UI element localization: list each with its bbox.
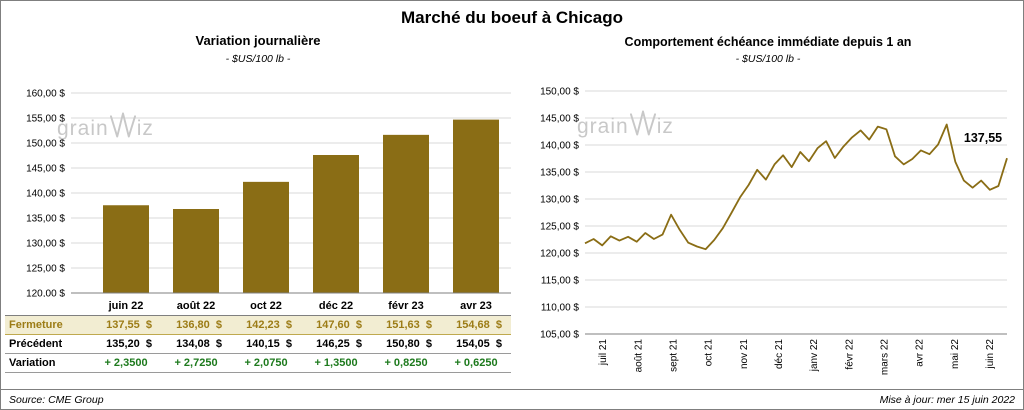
- bar-chart-subtitle: - $US/100 lb -: [225, 53, 291, 65]
- cell-value: 135,20 $: [91, 334, 161, 354]
- category-label: juin 22: [91, 297, 161, 316]
- category-label: févr 23: [371, 297, 441, 316]
- x-tick-label: mars 22: [879, 339, 890, 376]
- y-tick-label: 120,00 $: [540, 249, 579, 260]
- row-label: Fermeture: [5, 315, 91, 335]
- x-tick-label: avr 22: [915, 339, 926, 367]
- y-tick-label: 120,00 $: [26, 289, 65, 298]
- cell-value: + 2,7250: [161, 353, 231, 373]
- y-tick-label: 155,00 $: [26, 114, 65, 125]
- x-tick-label: oct 21: [704, 339, 715, 367]
- bar-févr 23: [383, 134, 429, 293]
- cell-value: 150,80 $: [371, 334, 441, 354]
- table-row: Précédent 135,20 $134,08 $140,15 $146,25 …: [5, 334, 511, 354]
- row-label: Précédent: [5, 334, 91, 354]
- x-tick-label: janv 22: [809, 339, 820, 373]
- last-price-label: 137,55: [964, 131, 1002, 145]
- x-tick-label: sept 21: [668, 339, 679, 372]
- line-chart-panel: Comportement échéance immédiate depuis 1…: [515, 35, 1021, 381]
- bar-août 22: [173, 209, 219, 293]
- category-label: oct 22: [231, 297, 301, 316]
- cell-value: + 1,3500: [301, 353, 371, 373]
- y-tick-label: 135,00 $: [26, 214, 65, 225]
- cell-value: 146,25 $: [301, 334, 371, 354]
- bar-chart-panel: Variation journalière - $US/100 lb - 120…: [5, 33, 511, 373]
- bar-oct 22: [243, 181, 289, 293]
- line-chart-subtitle: - $US/100 lb -: [735, 53, 801, 65]
- y-tick-label: 145,00 $: [540, 114, 579, 125]
- x-tick-label: nov 21: [739, 339, 750, 369]
- footer: Source: CME Group Mise à jour: mer 15 ju…: [1, 389, 1023, 409]
- category-row: juin 22 août 22 oct 22 déc 22 févr 23 avr 23: [5, 297, 511, 316]
- price-line: [584, 123, 1008, 251]
- row-label: Variation: [5, 353, 91, 373]
- bar-chart-title: Variation journalière: [195, 33, 321, 48]
- category-label: déc 22: [301, 297, 371, 316]
- y-tick-label: 140,00 $: [540, 141, 579, 152]
- cell-value: 142,23 $: [231, 315, 301, 335]
- cell-value: 136,80 $: [161, 315, 231, 335]
- cell-value: + 0,6250: [441, 353, 511, 373]
- cell-value: + 2,0750: [231, 353, 301, 373]
- y-tick-label: 160,00 $: [26, 89, 65, 100]
- y-tick-label: 150,00 $: [540, 87, 579, 98]
- x-tick-label: mai 22: [950, 339, 961, 369]
- y-tick-label: 140,00 $: [26, 189, 65, 200]
- x-tick-label: juil 21: [598, 339, 609, 367]
- bar-juin 22: [103, 205, 149, 293]
- line-chart: 105,00 $ 110,00 $ 115,00 $ 120,00 $ 125,00 $…: [540, 87, 1008, 376]
- x-tick-label: août 21: [633, 339, 644, 373]
- cell-value: 134,08 $: [161, 334, 231, 354]
- update-note: Mise à jour: mer 15 juin 2022: [879, 393, 1015, 406]
- x-tick-label: déc 21: [774, 339, 785, 369]
- table-row: Variation + 2,3500 + 2,7250 + 2,0750 + 1,350…: [5, 353, 511, 373]
- y-tick-label: 110,00 $: [541, 303, 580, 314]
- y-tick-label: 125,00 $: [26, 264, 65, 275]
- y-tick-label: 145,00 $: [26, 164, 65, 175]
- x-tick-label: juin 22: [985, 339, 996, 370]
- y-tick-label: 105,00 $: [540, 330, 579, 341]
- line-chart-title: Comportement échéance immédiate depuis 1…: [624, 35, 912, 49]
- gridlines: [585, 90, 1007, 308]
- y-tick-label: 125,00 $: [540, 222, 579, 233]
- bars: [103, 119, 499, 293]
- cell-value: + 2,3500: [91, 353, 161, 373]
- cell-value: 137,55 $: [91, 315, 161, 335]
- corner-cell: [5, 297, 91, 316]
- cell-value: 154,68 $: [441, 315, 511, 335]
- table-row: Fermeture 137,55 $136,80 $142,23 $147,60 …: [5, 315, 511, 335]
- cell-value: 151,63 $: [371, 315, 441, 335]
- y-tick-label: 130,00 $: [26, 239, 65, 250]
- cell-value: + 0,8250: [371, 353, 441, 373]
- y-tick-label: 135,00 $: [540, 168, 579, 179]
- bar-déc 22: [313, 155, 359, 293]
- y-tick-label: 150,00 $: [26, 139, 65, 150]
- y-tick-label: 130,00 $: [540, 195, 579, 206]
- cell-value: 147,60 $: [301, 315, 371, 335]
- bar-chart: 120,00 $ 125,00 $ 130,00 $ 135,00 $ 140,00 $…: [26, 89, 511, 298]
- source-note: Source: CME Group: [9, 393, 104, 406]
- bar-avr 23: [453, 119, 499, 293]
- x-tick-label: févr 22: [844, 339, 855, 370]
- cell-value: 154,05 $: [441, 334, 511, 354]
- page-title: Marché du boeuf à Chicago: [401, 8, 623, 27]
- price-table: juin 22 août 22 oct 22 déc 22 févr 23 avr 23 F…: [5, 297, 511, 373]
- category-label: avr 23: [441, 297, 511, 316]
- y-tick-label: 115,00 $: [541, 276, 580, 287]
- cell-value: 140,15 $: [231, 334, 301, 354]
- category-label: août 22: [161, 297, 231, 316]
